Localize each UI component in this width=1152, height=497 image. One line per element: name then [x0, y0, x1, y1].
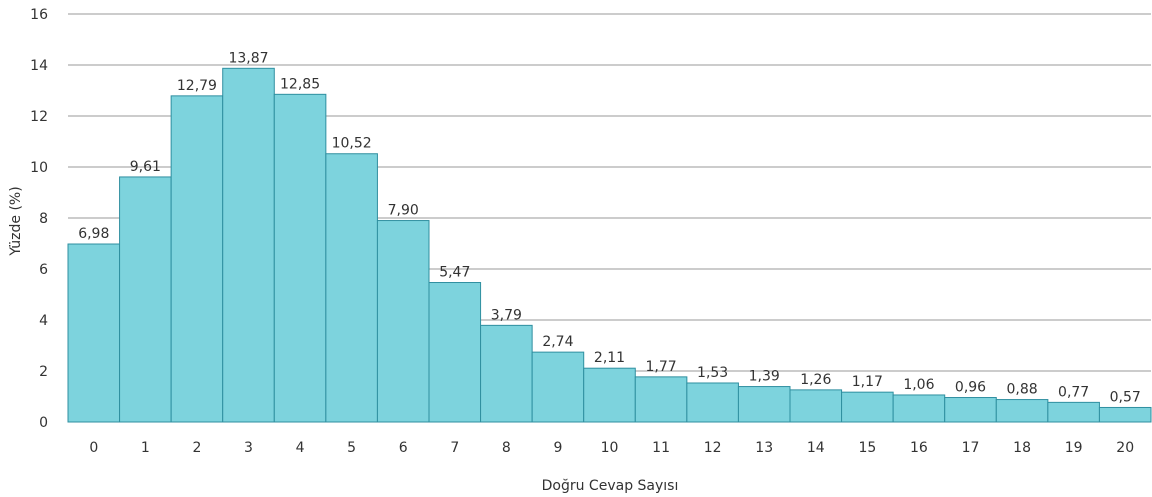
x-tick-label: 14 [807, 440, 825, 456]
data-label: 6,98 [78, 226, 109, 242]
data-label: 9,61 [130, 159, 161, 175]
data-label: 12,79 [177, 78, 217, 94]
x-tick-label: 4 [296, 440, 305, 456]
x-tick-label: 2 [192, 440, 201, 456]
x-tick-label: 11 [652, 440, 670, 456]
x-tick-label: 6 [399, 440, 408, 456]
data-label: 1,77 [645, 359, 676, 375]
x-tick-label: 3 [244, 440, 253, 456]
x-tick-label: 1 [141, 440, 150, 456]
x-tick-label: 9 [553, 440, 562, 456]
bar [531, 351, 585, 423]
y-tick-label: 8 [39, 211, 48, 227]
data-label: 13,87 [228, 50, 268, 66]
x-tick-label: 17 [962, 440, 980, 456]
bar [325, 153, 378, 423]
bar [170, 95, 224, 423]
data-label: 2,74 [542, 334, 573, 350]
y-tick-label: 16 [30, 7, 48, 23]
bar [1047, 401, 1100, 423]
y-axis-label: Yüzde (%) [8, 186, 24, 256]
data-label: 2,11 [594, 350, 625, 366]
bar [428, 282, 482, 423]
bar [583, 367, 636, 423]
bar [737, 386, 791, 423]
data-label: 0,57 [1110, 389, 1141, 405]
data-label: 0,88 [1006, 382, 1037, 398]
data-label: 12,85 [280, 76, 320, 92]
x-axis-label: Doğru Cevap Sayısı [542, 478, 679, 494]
data-label: 5,47 [439, 265, 470, 281]
bar [67, 243, 121, 423]
y-tick-label: 0 [39, 415, 48, 431]
y-tick-label: 4 [39, 313, 48, 329]
bar [892, 394, 946, 423]
bar [686, 382, 739, 423]
data-label: 0,77 [1058, 384, 1089, 400]
data-label: 10,52 [332, 136, 372, 152]
bars [67, 67, 1152, 423]
bar [995, 399, 1049, 423]
data-label: 0,96 [955, 380, 986, 396]
data-label: 3,79 [491, 307, 522, 323]
y-axis-ticks: 0 2 4 6 8 10 12 14 16 [30, 7, 48, 431]
bar [119, 176, 172, 423]
data-label: 7,90 [388, 203, 419, 219]
x-tick-label: 16 [910, 440, 928, 456]
bar [789, 389, 843, 423]
bar [273, 93, 327, 423]
data-label: 1,17 [852, 374, 883, 390]
bar [841, 391, 894, 423]
y-tick-label: 12 [30, 109, 48, 125]
bar [944, 397, 997, 423]
y-tick-label: 2 [39, 364, 48, 380]
x-tick-label: 13 [755, 440, 773, 456]
y-tick-label: 14 [30, 58, 48, 74]
x-tick-label: 15 [858, 440, 876, 456]
x-axis-ticks: 0 1 2 3 4 5 6 7 8 9 10 11 12 13 14 15 16 17 18 19 20 [89, 440, 1134, 456]
x-tick-label: 19 [1065, 440, 1083, 456]
x-tick-label: 10 [601, 440, 619, 456]
data-label: 1,53 [697, 365, 728, 381]
x-tick-label: 0 [89, 440, 98, 456]
x-tick-label: 20 [1116, 440, 1134, 456]
x-tick-label: 5 [347, 440, 356, 456]
y-tick-label: 10 [30, 160, 48, 176]
bar [376, 220, 430, 423]
x-tick-label: 8 [502, 440, 511, 456]
bar [634, 376, 688, 423]
data-label: 1,26 [800, 372, 831, 388]
bar [480, 324, 533, 423]
bar [1098, 406, 1152, 423]
x-tick-label: 12 [704, 440, 722, 456]
bar [222, 67, 275, 423]
x-tick-label: 7 [450, 440, 459, 456]
data-label: 1,06 [903, 377, 934, 393]
x-tick-label: 18 [1013, 440, 1031, 456]
data-labels: 6,98 9,61 12,79 13,87 12,85 10,52 7,90 5,47 3,79… [78, 50, 1141, 405]
y-tick-label: 6 [39, 262, 48, 278]
data-label: 1,39 [749, 369, 780, 385]
